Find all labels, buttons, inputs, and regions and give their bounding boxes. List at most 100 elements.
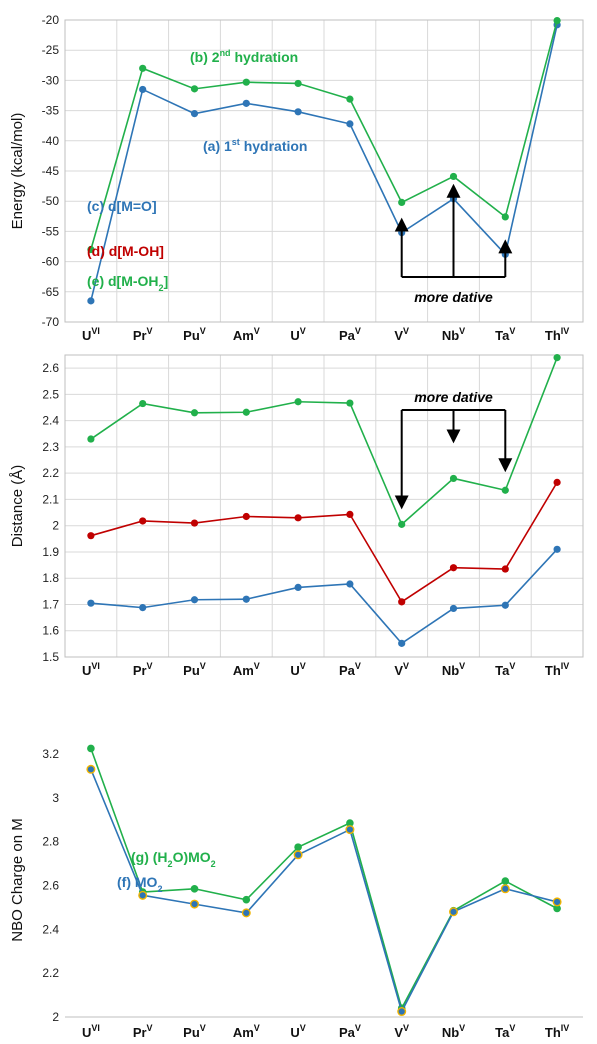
y-tick-label: -30 xyxy=(42,73,60,87)
series-line xyxy=(90,768,558,1014)
y-tick-label: 2.6 xyxy=(42,361,59,375)
x-tick-label: UVI xyxy=(82,1023,100,1040)
data-point xyxy=(86,764,96,774)
y-tick-label: -70 xyxy=(42,315,60,329)
data-point xyxy=(138,890,148,900)
x-tick-label: PrV xyxy=(133,326,153,343)
data-point xyxy=(190,884,199,893)
annotation-text: more dative xyxy=(414,389,493,405)
x-tick-label: PrV xyxy=(133,1023,153,1040)
series-label: (a) 1st hydration xyxy=(203,137,307,154)
series-line xyxy=(90,548,558,645)
y-tick-label: 2.2 xyxy=(42,466,59,480)
data-point xyxy=(449,172,458,181)
data-point xyxy=(242,78,250,86)
y-tick-label: 1.9 xyxy=(42,545,59,559)
data-point xyxy=(87,744,95,753)
data-point xyxy=(294,514,302,522)
x-tick-label: ThIV xyxy=(545,326,569,343)
dative-annotation: more dative xyxy=(394,389,513,510)
x-tick-label: VV xyxy=(394,661,409,678)
data-point xyxy=(501,213,509,221)
data-point xyxy=(139,64,147,72)
data-point xyxy=(398,598,406,606)
data-point xyxy=(242,408,250,416)
data-point xyxy=(345,825,355,835)
data-point xyxy=(449,907,459,917)
y-axis-label: NBO Charge on M xyxy=(9,818,26,941)
y-tick-label: 1.6 xyxy=(42,624,59,638)
data-point xyxy=(398,639,406,647)
data-point xyxy=(346,510,354,519)
data-point xyxy=(190,519,199,527)
data-point xyxy=(346,819,354,827)
x-tick-label: PuV xyxy=(183,1023,206,1040)
y-tick-label: -55 xyxy=(42,224,60,238)
data-point xyxy=(501,565,509,573)
y-tick-label: -20 xyxy=(42,13,60,27)
data-point xyxy=(242,895,251,904)
y-tick-label: 2.4 xyxy=(42,922,59,936)
y-tick-label: -40 xyxy=(42,134,60,148)
data-point xyxy=(501,486,509,494)
series-line xyxy=(90,481,558,603)
data-point xyxy=(189,899,199,909)
x-tick-label: UVI xyxy=(82,661,100,678)
data-point xyxy=(87,599,95,607)
x-tick-label: UV xyxy=(290,1023,305,1040)
x-tick-label: UVI xyxy=(82,326,100,343)
data-point xyxy=(293,850,303,860)
data-point xyxy=(139,517,147,525)
data-point xyxy=(552,897,562,907)
series-line xyxy=(90,357,558,526)
x-tick-label: PaV xyxy=(339,1023,361,1040)
data-point xyxy=(553,354,561,362)
x-tick-label: AmV xyxy=(233,1023,260,1040)
y-tick-label: -45 xyxy=(42,164,60,178)
data-point xyxy=(398,198,406,207)
dative-annotation: more dative xyxy=(394,183,513,305)
x-tick-label: UV xyxy=(290,326,305,343)
data-point xyxy=(449,474,458,483)
data-point xyxy=(553,478,561,486)
data-point xyxy=(449,564,458,572)
y-tick-label: 3.2 xyxy=(42,747,59,761)
nbo-charge-panel: 2 2.2 2.4 2.6 2.8 3 3.2 NBO Charge on M UVI PrV Pu… xyxy=(9,744,583,1040)
data-point xyxy=(398,520,406,528)
y-tick-label: 1.5 xyxy=(42,650,59,664)
series-label: (d) d[M-OH] xyxy=(87,243,164,259)
y-tick-label: -50 xyxy=(42,194,60,208)
y-tick-label: 2.1 xyxy=(42,492,59,506)
data-point xyxy=(346,95,354,103)
x-tick-label: PuV xyxy=(183,661,206,678)
x-tick-label: PuV xyxy=(183,326,206,343)
x-tick-label: ThIV xyxy=(545,661,569,678)
energy-panel: -70 -65 -60 -55 -50 -45 -40 -35 -30 -25 -20 Energy … xyxy=(9,13,584,343)
data-point xyxy=(294,398,302,406)
y-tick-label: 2.2 xyxy=(42,966,59,980)
x-tick-label: PrV xyxy=(133,661,153,678)
x-tick-label: TaV xyxy=(495,661,515,678)
x-tick-label: NbV xyxy=(442,661,465,678)
data-point xyxy=(553,545,561,553)
y-tick-label: 2.3 xyxy=(42,440,59,454)
data-point xyxy=(397,1007,407,1017)
x-tick-label: PaV xyxy=(339,326,361,343)
data-point xyxy=(553,17,561,25)
x-tick-label: ThIV xyxy=(545,1023,569,1040)
data-point xyxy=(294,108,302,116)
x-tick-label: AmV xyxy=(233,661,260,678)
x-tick-label: TaV xyxy=(495,326,515,343)
data-point xyxy=(241,908,251,918)
data-point xyxy=(346,120,354,128)
x-tick-label: TaV xyxy=(495,1023,515,1040)
x-tick-label: NbV xyxy=(442,326,465,343)
data-point xyxy=(242,512,250,521)
data-point xyxy=(294,79,302,88)
data-point xyxy=(449,604,458,613)
series-line xyxy=(90,748,558,1011)
data-point xyxy=(500,884,510,894)
data-point xyxy=(346,399,354,407)
data-point xyxy=(139,399,147,408)
